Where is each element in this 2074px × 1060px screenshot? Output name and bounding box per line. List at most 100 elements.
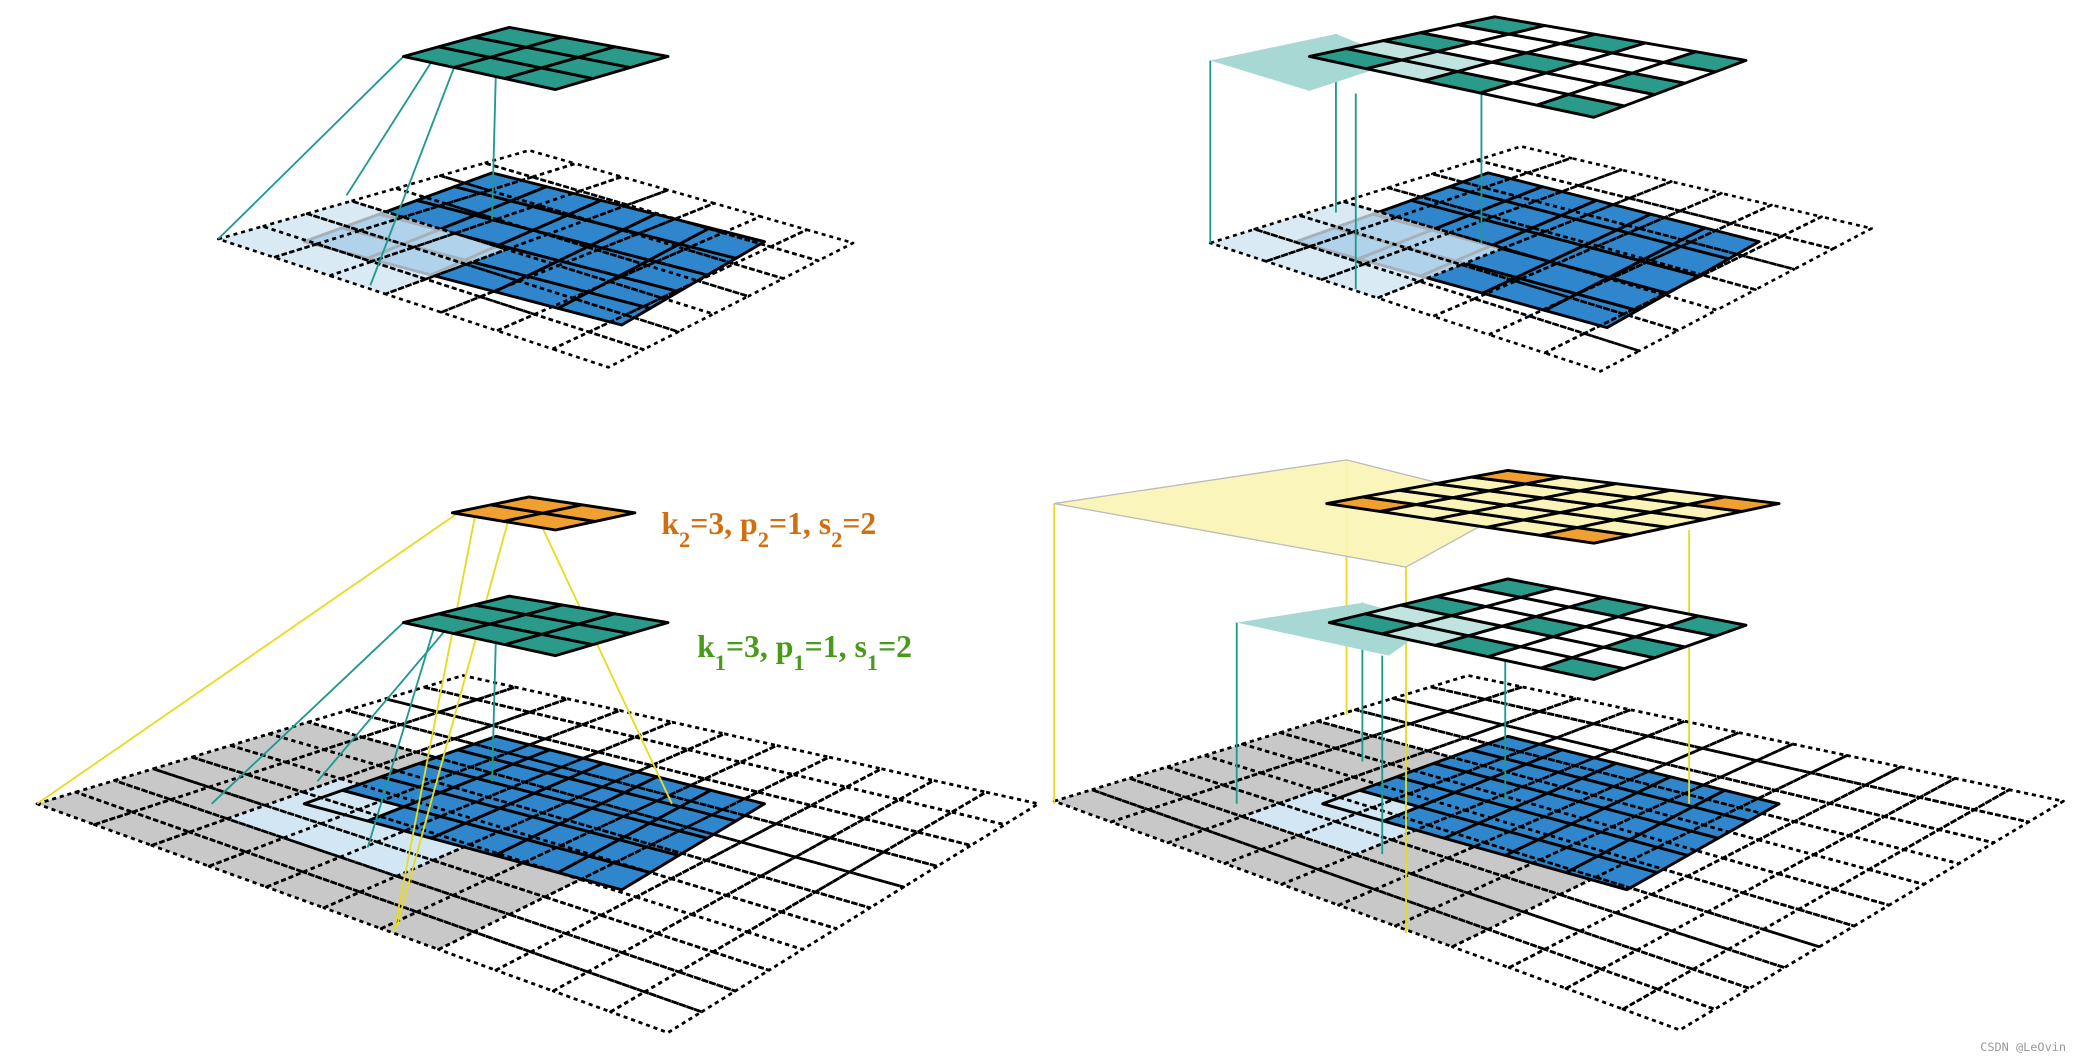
- padding-cell: [551, 330, 645, 369]
- padding-cell: [415, 893, 511, 934]
- padding-cell: [1828, 783, 1922, 818]
- padding-cell: [1727, 928, 1821, 969]
- text: =3, p: [690, 506, 757, 541]
- padding-cell: [322, 890, 419, 930]
- padding-cell: [633, 720, 726, 751]
- padding-cell: [643, 970, 737, 1014]
- padding-cell: [756, 773, 848, 807]
- padding-cell: [1656, 967, 1751, 1011]
- padding-cell: [379, 910, 476, 951]
- padding-cell: [1430, 891, 1526, 931]
- padding-cell: [437, 698, 532, 727]
- padding-cell: [1656, 967, 1751, 1011]
- connector: [369, 50, 462, 286]
- padding-cell: [1280, 868, 1377, 907]
- padding-cell: [1686, 856, 1780, 895]
- padding-cell: [667, 777, 760, 811]
- padding-cell: [1635, 929, 1730, 971]
- padding-cell: [1792, 802, 1886, 837]
- padding-cell: [1487, 314, 1586, 355]
- connector: [366, 619, 438, 848]
- padding-cell: [1253, 214, 1355, 248]
- padding-cell: [495, 313, 591, 351]
- padding-cell: [1664, 746, 1759, 779]
- padding-cell: [35, 790, 134, 826]
- padding-cell: [686, 732, 779, 764]
- padding-cell: [494, 950, 590, 993]
- padding-cell: [1670, 910, 1765, 951]
- padding-cell: [1353, 697, 1449, 726]
- padding-cell: [669, 859, 763, 897]
- padding-cell: [437, 930, 533, 972]
- padding-cell: [543, 723, 637, 754]
- padding-cell: [528, 697, 622, 726]
- subscript: 1: [867, 649, 878, 674]
- padding-cell: [358, 874, 455, 914]
- padding-cell: [809, 785, 901, 821]
- padding-cell: [370, 246, 468, 281]
- padding-cell: [551, 970, 647, 1014]
- padding-cell: [1646, 719, 1741, 750]
- padding-cell: [265, 870, 362, 910]
- padding-cell: [1867, 848, 1961, 886]
- padding-cell: [1646, 719, 1741, 750]
- padding-cell: [769, 228, 855, 263]
- padding-cell: [529, 932, 624, 974]
- padding-cell: [1109, 808, 1207, 845]
- padding-cell: [1614, 893, 1709, 933]
- padding-cell: [1773, 771, 1867, 805]
- padding-cell: [1757, 820, 1851, 857]
- padding-cell: [475, 685, 569, 714]
- padding-cell: [506, 737, 600, 769]
- padding-cell: [384, 685, 479, 714]
- padding-cell: [74, 779, 173, 814]
- padding-cell: [1812, 834, 1906, 871]
- receptive-field: [218, 201, 507, 294]
- padding-cell: [1828, 783, 1922, 818]
- padding-cell: [1451, 928, 1547, 969]
- padding-cell: [1701, 731, 1795, 762]
- padding-cell: [581, 709, 674, 739]
- padding-cell: [1918, 776, 2011, 812]
- padding-cell: [950, 790, 1040, 826]
- padding-cell: [1507, 948, 1603, 990]
- output-cell: [1662, 50, 1748, 74]
- connector: [36, 513, 457, 805]
- padding-cell: [1812, 834, 1906, 871]
- padding-cell: [529, 932, 624, 974]
- padding-cell: [528, 697, 622, 726]
- padding-cell: [739, 822, 832, 859]
- text: =2: [878, 629, 912, 664]
- subscript: 2: [758, 526, 769, 551]
- padding-cell: [1564, 967, 1660, 1011]
- input-cell: [678, 788, 766, 823]
- padding-cell: [814, 870, 905, 910]
- padding-cell: [1670, 910, 1765, 951]
- padding-cell: [1577, 168, 1673, 200]
- padding-cell: [704, 840, 797, 878]
- padding-cell: [581, 709, 674, 739]
- padding-cell: [897, 779, 988, 814]
- text: k: [661, 506, 679, 541]
- grids: [35, 15, 2065, 1034]
- padding-cell: [1475, 145, 1573, 175]
- padding-cell: [1701, 254, 1796, 291]
- padding-cell: [703, 760, 795, 794]
- input-cell: [678, 226, 766, 260]
- connector: [345, 53, 438, 196]
- padding-cell: [1777, 853, 1871, 891]
- padding-cell: [1592, 708, 1686, 738]
- padding-cell: [677, 950, 771, 993]
- padding-cell: [1847, 815, 1941, 851]
- padding-cell: [1762, 908, 1856, 949]
- padding-cell: [1809, 754, 1903, 787]
- padding-cell: [490, 710, 584, 741]
- padding-cell: [545, 218, 638, 252]
- padding-cell: [1721, 838, 1816, 876]
- padding-cell: [1741, 234, 1835, 271]
- connector: [316, 616, 458, 782]
- output-cell: [576, 45, 670, 69]
- padding-cell: [1297, 200, 1399, 234]
